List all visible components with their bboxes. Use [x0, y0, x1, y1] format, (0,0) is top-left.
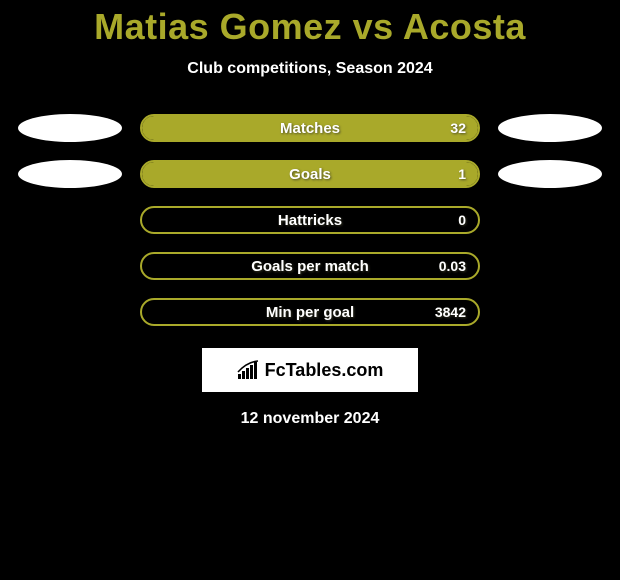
stat-label: Min per goal	[142, 304, 478, 321]
stat-label: Goals	[142, 166, 478, 183]
player-left-ellipse	[18, 114, 122, 142]
stat-label: Matches	[142, 120, 478, 137]
stat-row: Goals per match0.03	[0, 252, 620, 280]
stat-row: Matches32	[0, 114, 620, 142]
stat-rows: Matches32 Goals1 Hattricks0 Goals per match…	[0, 114, 620, 326]
stat-value: 0	[458, 212, 466, 228]
title: Matias Gomez vs Acosta	[0, 6, 620, 48]
stat-bar: Goals1	[140, 160, 480, 188]
stat-row: Goals1	[0, 160, 620, 188]
player-right-ellipse	[498, 160, 602, 188]
stat-value: 32	[450, 120, 466, 136]
subtitle: Club competitions, Season 2024	[0, 60, 620, 78]
stat-value: 0.03	[439, 258, 466, 274]
player-right-ellipse	[498, 114, 602, 142]
logo-box[interactable]: FcTables.com	[202, 348, 418, 392]
stat-label: Goals per match	[142, 258, 478, 275]
stat-value: 1	[458, 166, 466, 182]
stat-bar: Hattricks0	[140, 206, 480, 234]
player-left-ellipse	[18, 160, 122, 188]
date: 12 november 2024	[0, 410, 620, 428]
bar-chart-icon	[237, 360, 261, 380]
comparison-card: Matias Gomez vs Acosta Club competitions…	[0, 0, 620, 428]
stat-bar: Min per goal3842	[140, 298, 480, 326]
stat-row: Min per goal3842	[0, 298, 620, 326]
stat-value: 3842	[435, 304, 466, 320]
stat-label: Hattricks	[142, 212, 478, 229]
stat-bar: Goals per match0.03	[140, 252, 480, 280]
stat-row: Hattricks0	[0, 206, 620, 234]
stat-bar: Matches32	[140, 114, 480, 142]
logo-text: FcTables.com	[265, 360, 384, 381]
